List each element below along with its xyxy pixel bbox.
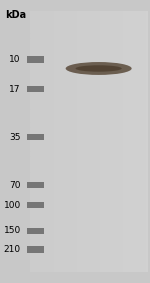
- FancyBboxPatch shape: [27, 228, 44, 234]
- FancyBboxPatch shape: [27, 182, 44, 188]
- Text: 210: 210: [4, 245, 21, 254]
- Ellipse shape: [76, 65, 122, 72]
- FancyBboxPatch shape: [27, 86, 44, 92]
- Text: 35: 35: [9, 133, 21, 142]
- Text: 100: 100: [4, 201, 21, 210]
- FancyBboxPatch shape: [27, 56, 44, 63]
- Text: kDa: kDa: [5, 10, 26, 20]
- FancyBboxPatch shape: [30, 11, 147, 272]
- FancyBboxPatch shape: [27, 246, 44, 253]
- FancyBboxPatch shape: [27, 202, 44, 208]
- Text: 70: 70: [9, 181, 21, 190]
- Text: 17: 17: [9, 85, 21, 94]
- Ellipse shape: [66, 62, 132, 75]
- Text: 10: 10: [9, 55, 21, 64]
- FancyBboxPatch shape: [27, 134, 44, 140]
- Text: 150: 150: [4, 226, 21, 235]
